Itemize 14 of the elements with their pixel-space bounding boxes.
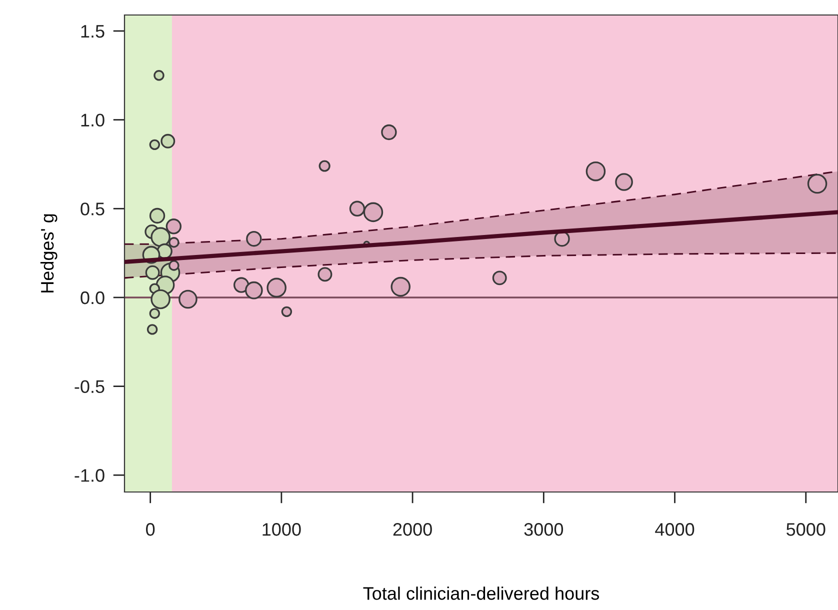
y-tick-label: 0.5 [80, 202, 104, 216]
x-axis-title: Total clinician-delivered hours [363, 586, 600, 600]
y-tick-label: -1.0 [74, 469, 104, 482]
y-tick-label: 1.0 [81, 114, 104, 127]
y-tick-label: 1.5 [81, 25, 104, 38]
x-tick-label: 3000 [524, 523, 564, 536]
y-tick-label: 0.0 [80, 291, 104, 304]
x-tick-label: 1000 [262, 523, 301, 536]
x-tick-label: 2000 [393, 523, 432, 536]
y-tick-label: -0.5 [74, 380, 104, 394]
y-axis-title: Hedges' g [40, 214, 58, 292]
x-tick-label: 0 [146, 523, 155, 536]
x-tick-label: 4000 [655, 523, 694, 536]
x-tick-label: 5000 [786, 523, 826, 536]
